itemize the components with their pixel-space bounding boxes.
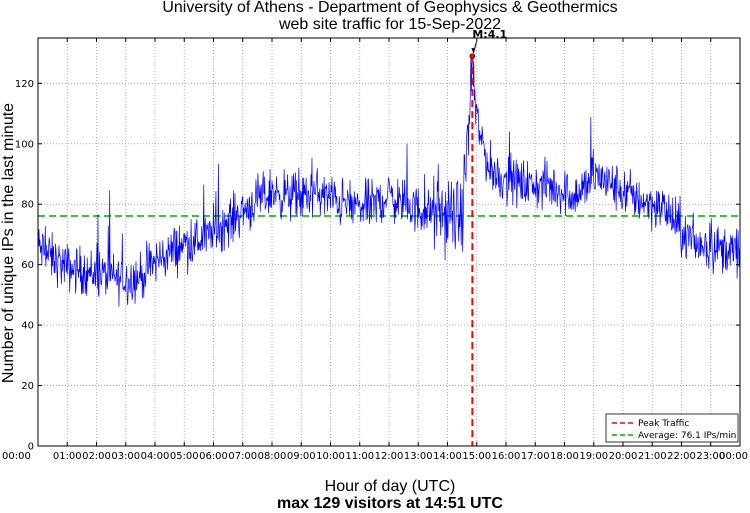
peak-point [469, 53, 476, 59]
x-tick-label: 08:00 [258, 451, 287, 462]
y-axis-label: Number of unique IPs in the last minute [0, 103, 17, 383]
x-tick-label: 05:00 [170, 451, 199, 462]
x-tick-label: 06:00 [199, 451, 228, 462]
x-tick-label: 00:00 [2, 451, 31, 462]
x-tick-label: 20:00 [609, 451, 638, 462]
x-tick-label: 18:00 [550, 451, 579, 462]
y-axis-ticks: 0 20 40 60 80 100 120 [15, 79, 740, 453]
y-tick-label: 80 [21, 200, 34, 211]
x-tick-label: 09:00 [287, 451, 316, 462]
x-tick-label: 11:00 [345, 451, 374, 462]
y-tick-label: 20 [21, 381, 34, 392]
x-tick-label: 19:00 [579, 451, 608, 462]
max-visitors-footer: max 129 visitors at 14:51 UTC [277, 495, 503, 512]
x-tick-label: 03:00 [111, 451, 140, 462]
x-tick-label: 13:00 [404, 451, 433, 462]
x-tick-label: 23:00 [696, 451, 725, 462]
y-tick-label: 60 [21, 260, 34, 271]
x-tick-label: 14:00 [433, 451, 462, 462]
x-tick-label: 16:00 [492, 451, 521, 462]
x-tick-label: 17:00 [521, 451, 550, 462]
y-tick-label: 100 [15, 139, 34, 150]
x-tick-label: 07:00 [228, 451, 257, 462]
peak-marker: M:4.1 [469, 28, 507, 446]
y-tick-label: 40 [21, 321, 34, 332]
chart-title: University of Athens - Department of Geo… [162, 0, 618, 16]
legend: Peak Traffic Average: 76.1 IPs/min [605, 413, 739, 443]
legend-label: Average: 76.1 IPs/min [638, 431, 736, 441]
x-tick-label: 22:00 [667, 451, 696, 462]
traffic-series [37, 54, 741, 307]
x-axis-label: Hour of day (UTC) [324, 478, 456, 495]
x-tick-label: 00:00 [719, 451, 748, 462]
x-axis-ticks: 00:00 01:00 02:00 03:00 04:00 05:00 06:00 07:00… [2, 38, 748, 462]
x-tick-label: 02:00 [82, 451, 111, 462]
x-tick-label: 15:00 [462, 451, 491, 462]
legend-box [605, 413, 739, 443]
x-tick-label: 04:00 [141, 451, 170, 462]
grid-lines [38, 38, 740, 446]
traffic-line [37, 54, 741, 307]
chart-subtitle: web site traffic for 15-Sep-2022 [278, 16, 502, 33]
y-tick-label: 120 [15, 79, 34, 90]
peak-annotation: M:4.1 [472, 28, 507, 41]
y-tick-label: 0 [28, 442, 34, 453]
x-tick-label: 01:00 [53, 451, 82, 462]
x-tick-label: 21:00 [638, 451, 667, 462]
peak-arrow-head [471, 48, 476, 54]
x-tick-label: 10:00 [316, 451, 345, 462]
legend-label: Peak Traffic [638, 419, 689, 429]
x-tick-label: 12:00 [375, 451, 404, 462]
